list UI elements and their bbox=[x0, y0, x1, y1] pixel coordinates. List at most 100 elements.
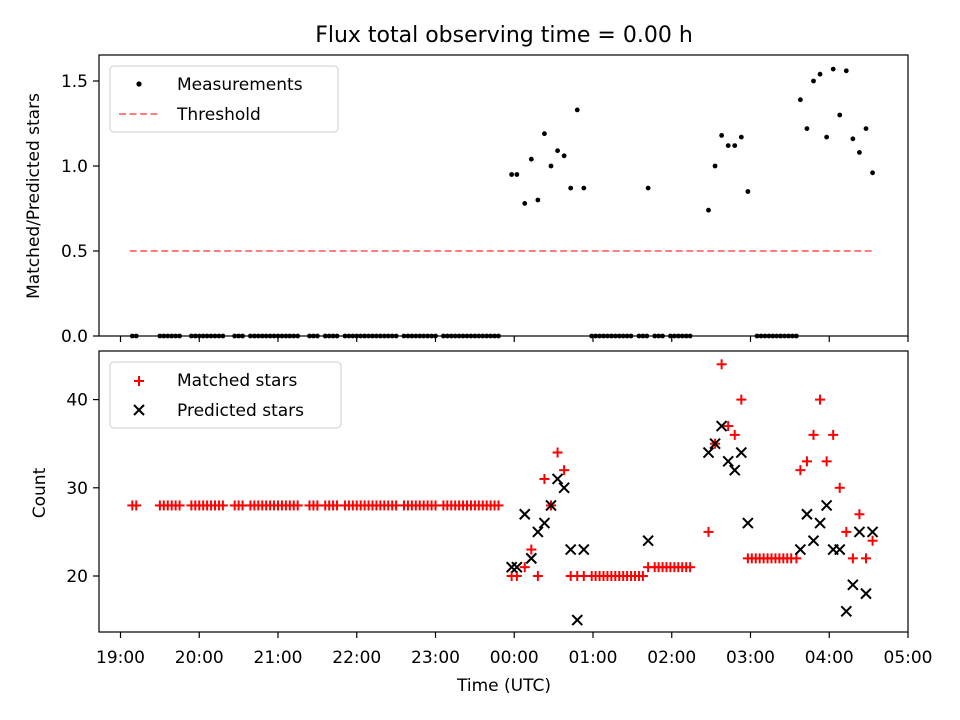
legend-matched-label: Matched stars bbox=[177, 371, 297, 391]
predicted-star-point bbox=[642, 535, 654, 547]
matched-star-point bbox=[808, 429, 819, 440]
matched-star-point bbox=[532, 571, 543, 581]
predicted-star-point bbox=[834, 543, 846, 556]
x-tick-label: 05:00 bbox=[884, 648, 933, 668]
bottom-plot-marks bbox=[127, 359, 879, 626]
predicted-star-point bbox=[571, 614, 583, 626]
legend-matched-marker bbox=[134, 376, 144, 386]
measurement-point bbox=[712, 163, 718, 169]
measurement-point bbox=[738, 134, 744, 140]
predicted-star-point bbox=[840, 605, 853, 617]
bottom-legend-box bbox=[109, 361, 342, 429]
top-y-tick-label: 0.0 bbox=[61, 327, 88, 347]
predicted-star-point bbox=[729, 464, 741, 476]
x-tick-label: 23:00 bbox=[411, 648, 460, 668]
top-legend: Measurements Threshold bbox=[109, 65, 339, 133]
measurement-point bbox=[528, 156, 534, 162]
measurement-point bbox=[581, 185, 587, 191]
measurement-point bbox=[725, 143, 731, 149]
legend-measurements-label: Measurements bbox=[177, 75, 303, 95]
top-y-tick-label: 1.5 bbox=[61, 72, 88, 92]
predicted-star-point bbox=[538, 517, 551, 529]
predicted-star-point bbox=[853, 526, 866, 538]
matched-star-point bbox=[174, 500, 185, 511]
matched-star-point bbox=[821, 456, 832, 467]
top-legend-box bbox=[109, 65, 339, 133]
matched-star-point bbox=[685, 562, 696, 573]
predicted-star-point bbox=[702, 446, 715, 459]
matched-star-point bbox=[801, 456, 812, 467]
measurement-point bbox=[719, 133, 725, 138]
x-tick-label: 03:00 bbox=[726, 648, 775, 668]
matched-star-point bbox=[131, 500, 142, 511]
x-tick-label: 20:00 bbox=[175, 648, 224, 668]
matched-star-point bbox=[539, 473, 550, 484]
bottom-legend: Matched stars Predicted stars bbox=[109, 361, 342, 429]
matched-star-point bbox=[828, 429, 839, 440]
bottom-y-axis-label: Count bbox=[30, 467, 50, 518]
top-chart-title: Flux total observing time = 0.00 h bbox=[315, 23, 693, 48]
bottom-x-ticks: 19:00 20:00 21:00 22:00 23:00 00:00 01:00 02:00… bbox=[96, 632, 933, 668]
measurement-point bbox=[555, 148, 560, 154]
measurement-point bbox=[706, 207, 711, 213]
bottom-y-tick-label: 40 bbox=[66, 391, 88, 411]
measurement-point bbox=[568, 185, 574, 191]
top-x-ticks bbox=[119, 336, 909, 342]
matched-star-point bbox=[526, 544, 537, 555]
predicted-star-point bbox=[866, 526, 879, 538]
matched-star-point bbox=[217, 500, 228, 511]
matched-star-point bbox=[552, 447, 563, 458]
x-tick-label: 19:00 bbox=[96, 648, 145, 668]
measurement-point bbox=[830, 66, 836, 72]
measurement-point bbox=[850, 136, 856, 142]
predicted-star-point bbox=[860, 587, 872, 600]
legend-measurements-marker bbox=[136, 81, 142, 87]
top-y-ticks: 0.0 0.5 1.0 1.5 bbox=[61, 72, 99, 347]
predicted-star-point bbox=[820, 499, 833, 512]
legend-predicted-marker bbox=[133, 404, 145, 416]
measurement-point bbox=[817, 71, 823, 77]
bottom-y-ticks: 20 30 40 bbox=[66, 391, 99, 587]
matched-star-point bbox=[723, 421, 734, 432]
matched-star-point bbox=[861, 553, 871, 564]
bottom-y-tick-label: 20 bbox=[66, 567, 88, 587]
measurement-point bbox=[509, 172, 515, 177]
x-tick-label: 22:00 bbox=[332, 648, 381, 668]
matched-star-point bbox=[493, 500, 504, 511]
x-tick-label: 21:00 bbox=[254, 648, 303, 668]
matched-star-point bbox=[867, 535, 878, 546]
measurement-point bbox=[804, 126, 810, 131]
predicted-star-point bbox=[519, 508, 531, 520]
matched-star-point bbox=[559, 465, 570, 476]
bottom-y-tick-label: 30 bbox=[66, 479, 88, 499]
measurement-point bbox=[732, 143, 738, 149]
matched-star-point bbox=[847, 553, 858, 564]
matched-star-point bbox=[703, 526, 714, 537]
matched-star-point bbox=[791, 553, 802, 564]
measurement-point bbox=[514, 172, 520, 177]
measurement-point bbox=[857, 150, 862, 155]
measurement-point bbox=[548, 163, 554, 169]
matched-star-point bbox=[729, 429, 740, 440]
predicted-star-point bbox=[505, 561, 518, 573]
matched-star-point bbox=[841, 526, 852, 537]
predicted-star-point bbox=[814, 517, 826, 529]
measurement-point bbox=[745, 189, 751, 194]
matched-star-point bbox=[815, 394, 826, 405]
measurement-point bbox=[522, 201, 528, 206]
predicted-star-point bbox=[558, 482, 570, 494]
matched-star-point bbox=[854, 509, 865, 520]
predicted-star-point bbox=[735, 446, 748, 459]
measurement-point bbox=[645, 185, 651, 191]
predicted-star-point bbox=[545, 499, 557, 512]
matched-star-point bbox=[716, 359, 727, 370]
predicted-star-point bbox=[511, 561, 523, 573]
predicted-star-point bbox=[742, 517, 754, 529]
measurement-point bbox=[574, 107, 580, 113]
measurement-point bbox=[837, 112, 843, 118]
matched-star-point bbox=[519, 562, 530, 573]
x-tick-label: 04:00 bbox=[805, 648, 854, 668]
predicted-star-point bbox=[794, 543, 807, 556]
measurement-point bbox=[870, 170, 875, 176]
